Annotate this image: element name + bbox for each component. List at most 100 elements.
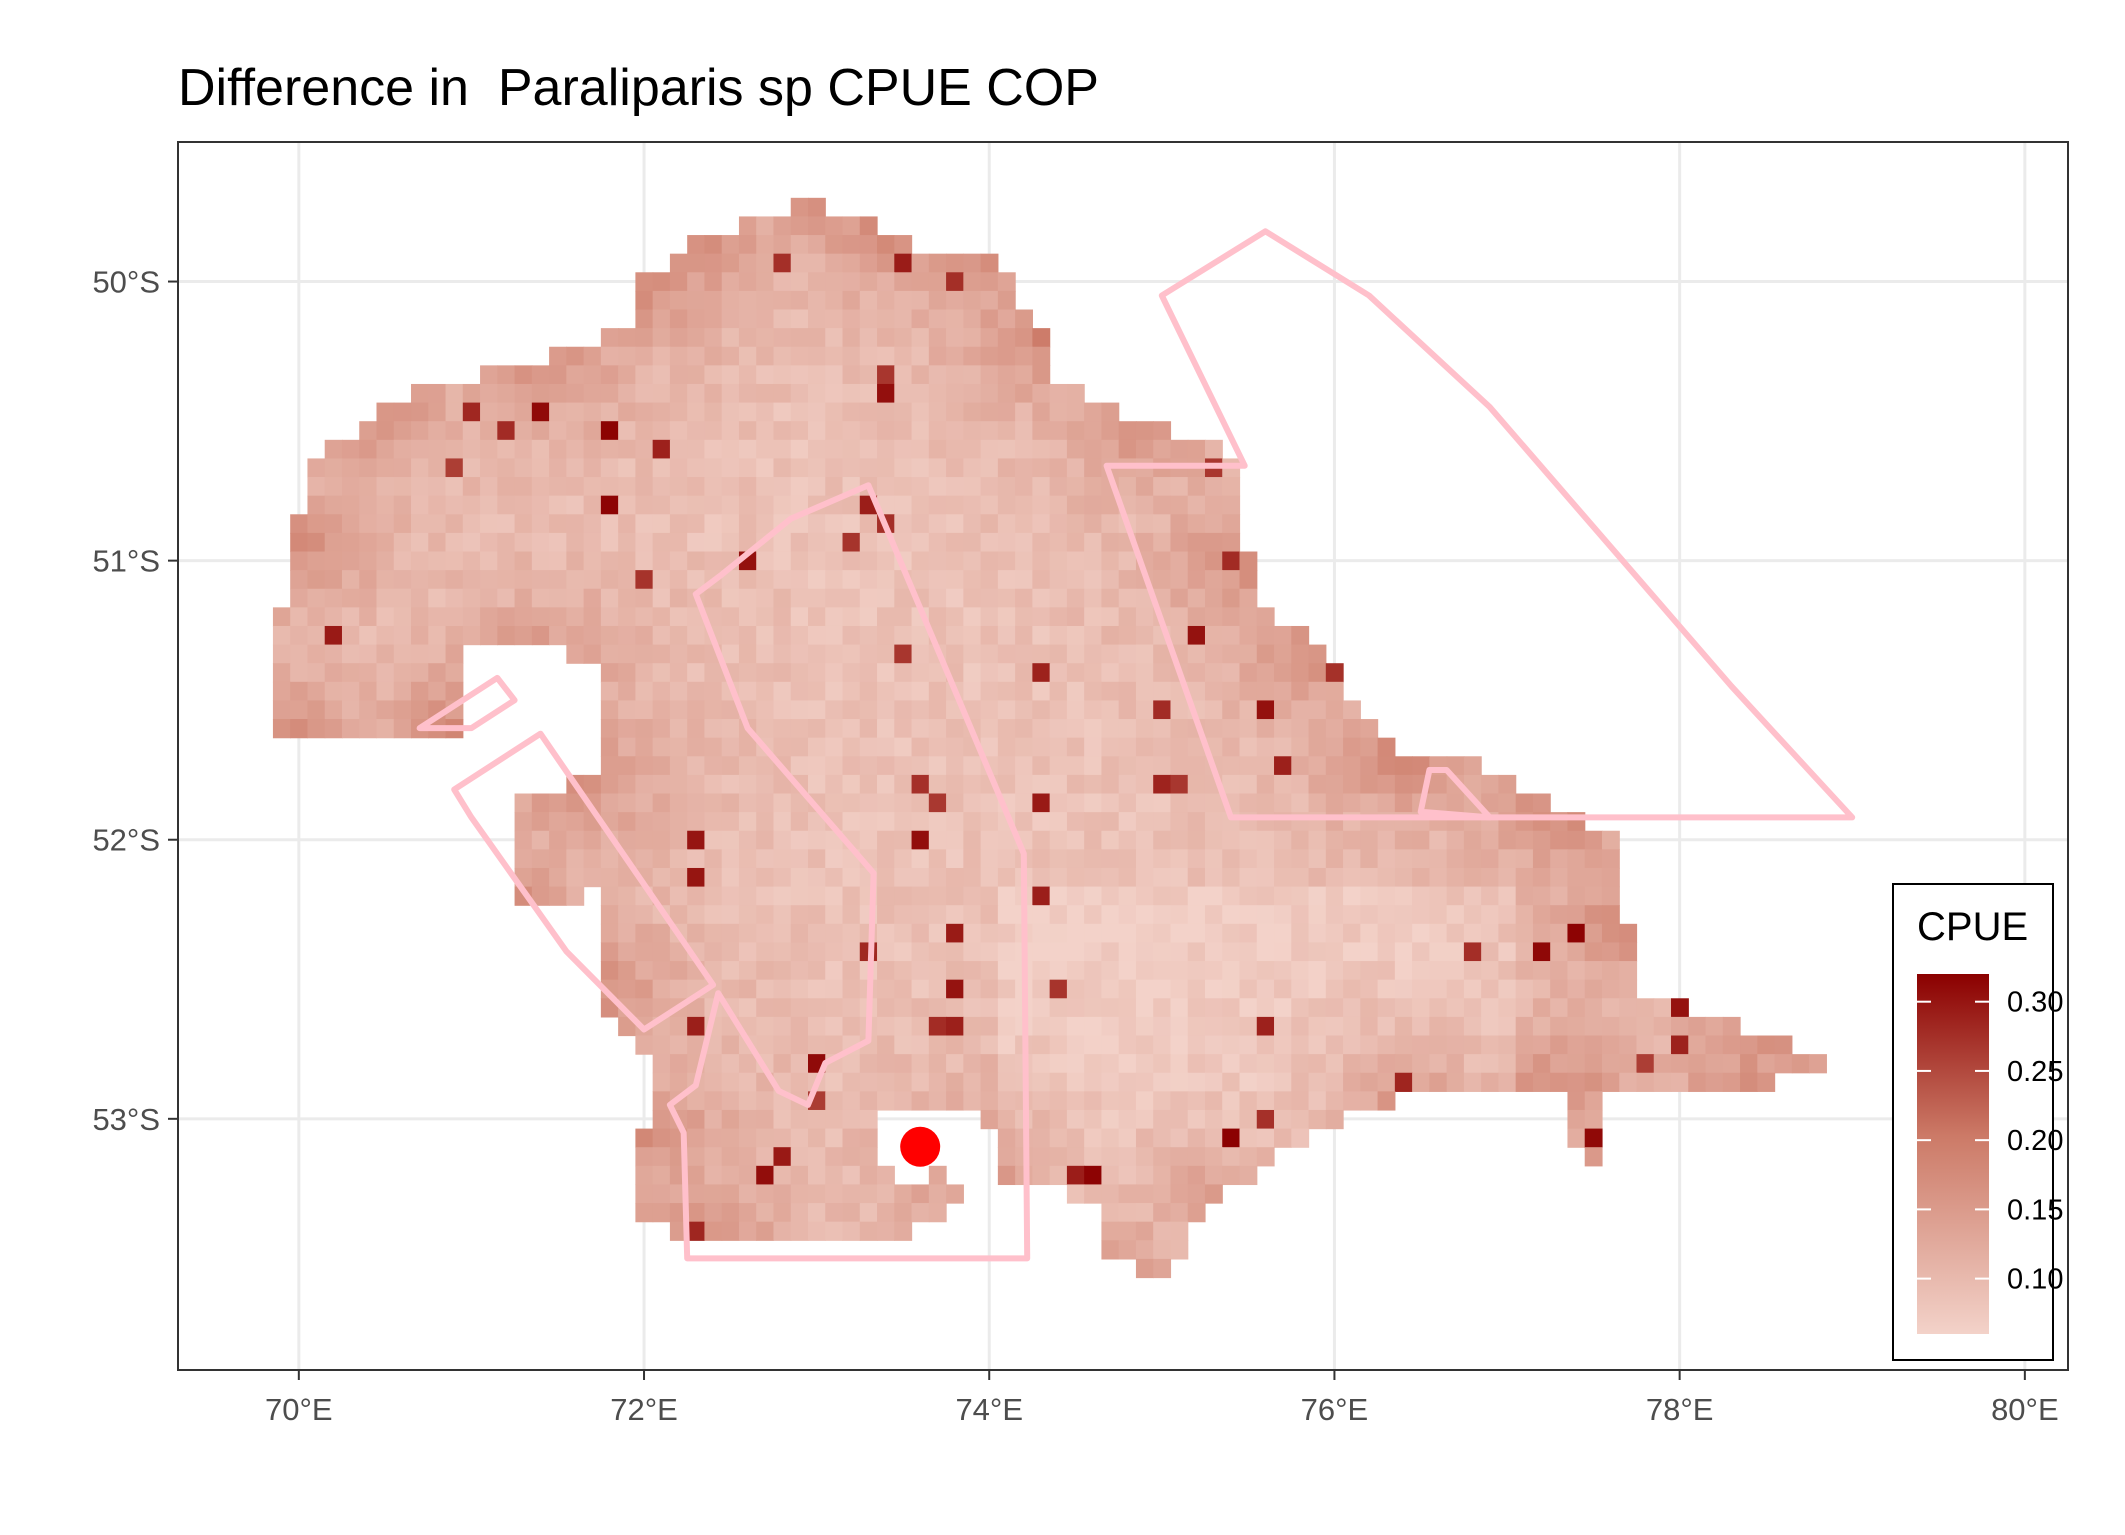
cpue-cell	[1204, 625, 1223, 646]
cpue-cell	[1153, 812, 1172, 832]
cpue-cell	[980, 532, 999, 553]
cpue-cell	[635, 942, 654, 962]
cpue-cell	[756, 514, 775, 534]
cpue-cell	[842, 998, 861, 1018]
cpue-cell	[738, 793, 757, 813]
cpue-cell	[635, 477, 654, 497]
cpue-cell	[928, 551, 947, 571]
cpue-cell	[600, 346, 619, 366]
cpue-cell	[808, 1109, 826, 1130]
cpue-cell	[618, 365, 636, 385]
cpue-cell	[669, 607, 688, 627]
cpue-cell	[307, 532, 326, 553]
cpue-cell	[1118, 1221, 1137, 1241]
cpue-cell	[825, 1165, 844, 1186]
cpue-cell	[1601, 849, 1620, 869]
cpue-cell	[1135, 849, 1154, 869]
cpue-cell	[1049, 1016, 1068, 1037]
cpue-cell	[877, 1072, 895, 1092]
cpue-cell	[566, 793, 585, 813]
cpue-cell	[1256, 905, 1275, 925]
cpue-cell	[359, 551, 378, 571]
cpue-cell	[393, 532, 412, 553]
cpue-cell	[928, 309, 947, 329]
cpue-cell	[1222, 1072, 1241, 1092]
cpue-cell	[1153, 905, 1172, 925]
cpue-cell	[1256, 979, 1275, 999]
cpue-cell	[1446, 774, 1465, 795]
cpue-cell	[790, 719, 809, 739]
cpue-cell	[808, 1035, 826, 1055]
cpue-cell	[859, 1109, 878, 1130]
cpue-cell	[1601, 886, 1620, 906]
cpue-cell	[1187, 886, 1206, 906]
cpue-cell	[652, 867, 671, 888]
cpue-cell	[324, 644, 343, 664]
cpue-cell	[790, 700, 809, 720]
cpue-cell	[842, 309, 861, 329]
cpue-cell	[1481, 886, 1500, 906]
cpue-cell	[652, 290, 671, 311]
cpue-cell	[566, 477, 585, 497]
cpue-cell	[1153, 1147, 1172, 1167]
cpue-cell	[652, 942, 671, 962]
cpue-cell	[997, 681, 1016, 702]
cpue-cell	[980, 961, 999, 981]
cpue-cell	[738, 812, 757, 832]
cpue-cell	[1688, 1035, 1707, 1055]
cpue-cell	[376, 458, 395, 478]
cpue-cell	[376, 588, 395, 608]
cpue-cell	[272, 719, 291, 739]
cpue-cell	[790, 551, 809, 571]
cpue-cell	[1222, 756, 1241, 776]
cpue-cell	[1291, 1054, 1310, 1074]
cpue-cell	[842, 1072, 861, 1092]
cpue-cell	[1204, 1165, 1223, 1186]
cpue-cell	[963, 1016, 982, 1037]
cpue-cell	[997, 774, 1016, 795]
cpue-cell	[1325, 1091, 1344, 1111]
cpue-cell	[963, 495, 982, 515]
cpue-cell	[1619, 1072, 1638, 1092]
cpue-cell	[1601, 1054, 1620, 1074]
cpue-cell	[307, 514, 326, 534]
cpue-cell	[1032, 849, 1051, 869]
cpue-cell	[1584, 1128, 1603, 1148]
cpue-cell	[480, 514, 498, 534]
cpue-cell	[1118, 1016, 1137, 1037]
cpue-cell	[997, 365, 1016, 385]
cpue-cell	[1757, 1035, 1776, 1055]
cpue-cell	[1153, 867, 1172, 888]
cpue-cell	[842, 1203, 861, 1223]
cpue-cell	[1325, 961, 1344, 981]
cpue-cell	[1343, 1054, 1361, 1074]
cpue-cell	[859, 663, 878, 683]
cpue-cell	[808, 477, 826, 497]
cpue-cell	[462, 421, 481, 441]
cpue-cell	[1222, 849, 1241, 869]
cpue-cell	[738, 477, 757, 497]
cpue-cell	[1118, 961, 1137, 981]
cpue-cell	[583, 458, 602, 478]
cpue-cell	[1187, 1184, 1206, 1204]
cpue-cell	[842, 588, 861, 608]
cpue-cell	[808, 532, 826, 553]
cpue-cell	[1066, 793, 1085, 813]
cpue-cell	[1584, 1016, 1603, 1037]
cpue-cell	[411, 644, 429, 664]
cpue-cell	[859, 1184, 878, 1204]
cpue-cell	[1636, 1016, 1655, 1037]
cpue-cell	[808, 607, 826, 627]
cpue-cell	[1532, 830, 1551, 850]
cpue-cell	[721, 570, 740, 590]
cpue-cell	[1084, 402, 1103, 422]
cpue-cell	[1153, 737, 1172, 757]
cpue-cell	[1325, 849, 1344, 869]
cpue-cell	[1308, 923, 1327, 944]
cpue-cell	[411, 551, 429, 571]
cpue-cell	[1015, 812, 1033, 832]
cpue-cell	[1498, 1016, 1517, 1037]
legend-colorbar	[1917, 974, 1989, 1334]
cpue-cell	[1256, 644, 1275, 664]
cpue-cell	[669, 886, 688, 906]
